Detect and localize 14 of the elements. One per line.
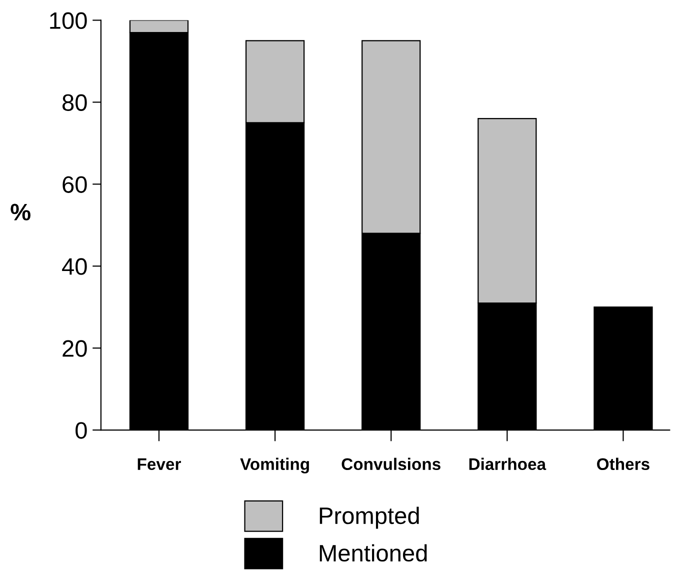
y-axis-title: % — [10, 204, 30, 220]
legend-label: Prompted — [320, 506, 419, 529]
legend-label: Mentioned — [320, 544, 427, 562]
x-tick-label: Vomiting — [240, 458, 309, 474]
y-tick-label: 100 — [50, 12, 87, 30]
y-tick-label: 20 — [62, 340, 87, 357]
x-tick-label: Convulsions — [342, 458, 440, 470]
y-tick-label: 0 — [76, 422, 87, 439]
x-tick-label: Fever — [138, 458, 181, 470]
y-tick-label: 60 — [62, 176, 87, 193]
y-tick-label: 40 — [62, 258, 87, 275]
x-tick-label: Diarrhoea — [469, 458, 546, 470]
x-tick-label: Others — [597, 458, 650, 470]
y-tick-label: 80 — [62, 94, 87, 111]
